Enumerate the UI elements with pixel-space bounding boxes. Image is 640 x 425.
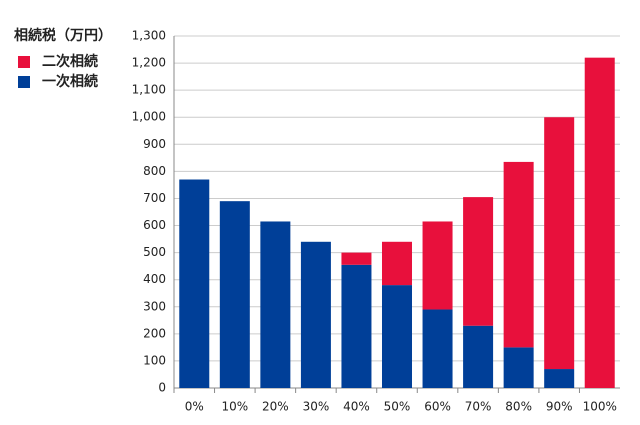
y-tick-label: 200	[143, 326, 166, 340]
x-tick-label: 80%	[505, 400, 532, 414]
legend-text: 二次相続	[42, 53, 98, 70]
x-tick-label: 20%	[262, 400, 289, 414]
y-tick-label: 600	[143, 218, 166, 232]
y-tick-label: 0	[158, 381, 166, 395]
x-tick-label: 70%	[465, 400, 492, 414]
bar-segment	[381, 285, 413, 388]
bar-segment	[219, 201, 250, 388]
y-tick-label: 300	[143, 299, 166, 313]
x-tick-label: 50%	[384, 400, 411, 414]
x-tick-label: 40%	[343, 400, 370, 414]
y-tick-label: 500	[143, 245, 166, 259]
bar-segment	[422, 221, 453, 310]
legend-swatch	[18, 56, 30, 68]
y-tick-label: 700	[143, 191, 166, 205]
bar-segment	[381, 241, 413, 286]
chart-title: 相続税（万円）	[14, 27, 112, 44]
x-tick-label: 0%	[185, 400, 204, 414]
x-tick-label: 10%	[221, 400, 248, 414]
x-tick-label: 30%	[303, 400, 330, 414]
bar-segment	[341, 252, 372, 265]
bar-segment	[260, 221, 291, 388]
bar-segment	[463, 325, 494, 388]
y-tick-label: 1,000	[132, 110, 166, 124]
bar-segment	[503, 347, 534, 388]
bar-segment	[341, 264, 372, 388]
x-tick-label: 60%	[424, 400, 451, 414]
bar-segment	[544, 369, 575, 388]
y-tick-label: 100	[143, 353, 166, 367]
legend-swatch	[18, 76, 30, 88]
bar-segment	[503, 161, 534, 348]
y-tick-label: 1,300	[132, 29, 166, 43]
legend-text: 一次相続	[42, 73, 98, 90]
bar-segment	[584, 57, 615, 389]
y-tick-label: 400	[143, 272, 166, 286]
bar-segment	[463, 197, 494, 326]
bar-segment	[422, 309, 453, 388]
bar-segment	[300, 241, 331, 388]
y-tick-label: 800	[143, 164, 166, 178]
y-tick-label: 900	[143, 137, 166, 151]
x-tick-label: 100%	[583, 400, 617, 414]
bar-segment	[179, 179, 210, 388]
bar-segment	[544, 117, 575, 370]
y-tick-label: 1,100	[132, 83, 166, 97]
x-tick-label: 90%	[546, 400, 573, 414]
y-tick-label: 1,200	[132, 56, 166, 70]
